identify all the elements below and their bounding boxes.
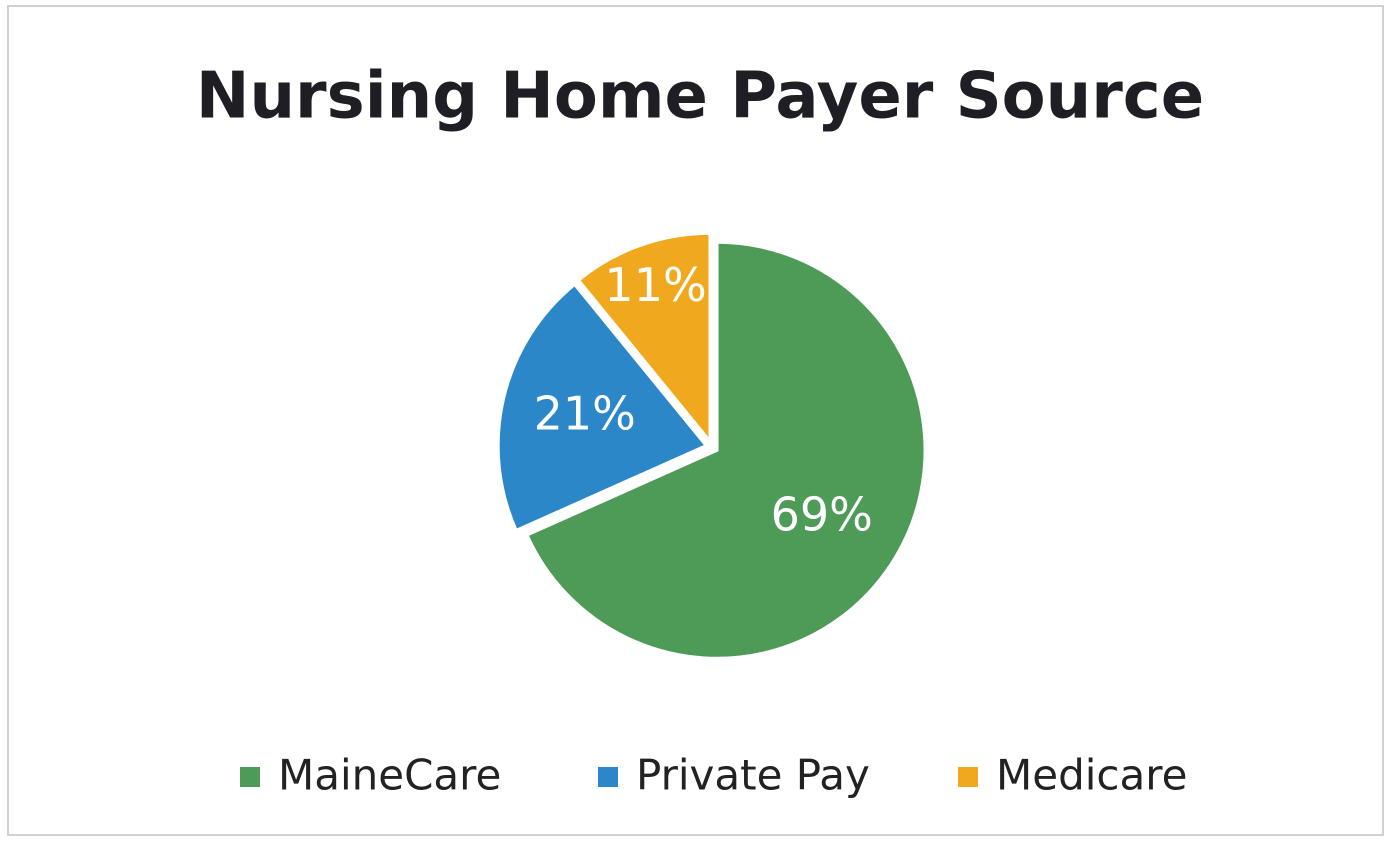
- pie-slice: [525, 240, 927, 660]
- data-label: 21%: [534, 386, 636, 440]
- chart-title: Nursing Home Payer Source: [196, 60, 1204, 134]
- data-label: 69%: [771, 488, 873, 542]
- legend-swatch: [240, 767, 260, 787]
- pie-slice: [496, 282, 709, 533]
- data-label: 11%: [604, 258, 706, 312]
- legend-swatch: [958, 767, 978, 787]
- legend-swatch: [598, 767, 618, 787]
- legend-label: Private Pay: [636, 751, 870, 800]
- legend-label: Medicare: [996, 751, 1187, 800]
- pie-slice: [576, 231, 712, 446]
- legend-label: MaineCare: [278, 751, 501, 800]
